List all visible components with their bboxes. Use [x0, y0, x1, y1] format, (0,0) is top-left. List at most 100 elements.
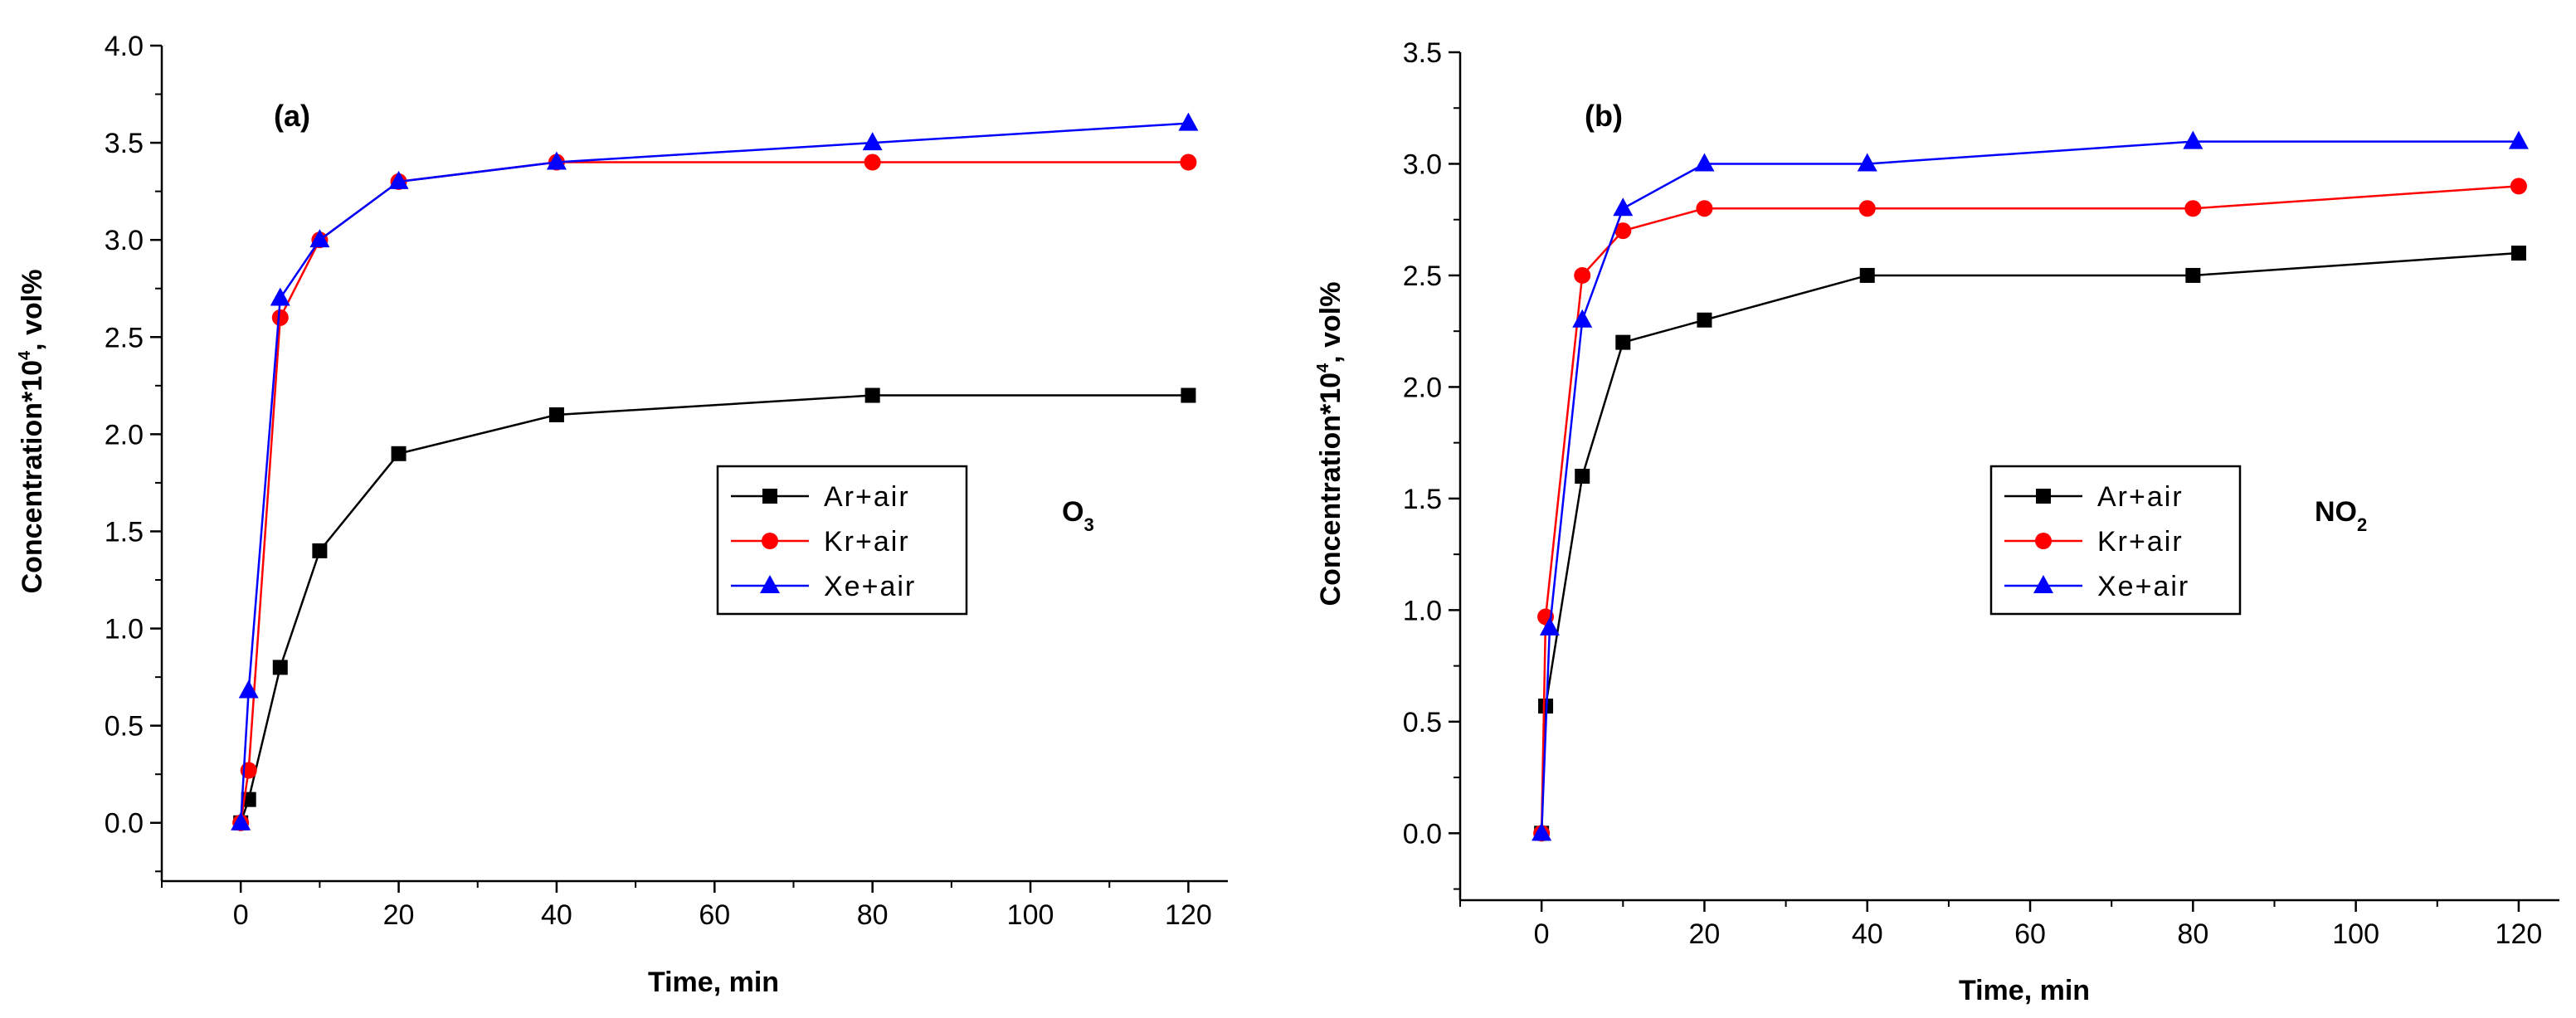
legend: Ar+air Kr+air Xe+air — [1989, 465, 2242, 616]
data-point-triangle — [238, 679, 259, 699]
legend-item: Kr+air — [2004, 526, 2184, 558]
data-point-triangle — [1613, 197, 1634, 217]
legend-label: Ar+air — [824, 481, 910, 513]
data-point-circle — [271, 309, 289, 326]
y-tick-label: 0.0 — [105, 808, 144, 840]
x-tick-label: 60 — [2014, 918, 2046, 950]
chart-panel-b: 0.0 0.5 1.0 1.5 2.0 2.5 3.0 3.5 0 20 40 60 80 100 120 T… — [1314, 37, 2559, 1006]
data-point-circle — [2035, 533, 2052, 549]
x-axis-title: Time, min — [648, 967, 779, 998]
y-axis-title: Concentration*104, vol% — [1314, 282, 1346, 606]
legend-item: Xe+air — [2004, 571, 2189, 602]
data-point-circle — [762, 533, 778, 549]
data-point-triangle — [760, 575, 780, 593]
data-point-triangle — [2183, 130, 2203, 149]
series-ar-air — [233, 387, 1196, 830]
data-point-square — [1181, 387, 1196, 403]
y-tick-label: 2.5 — [105, 322, 144, 353]
legend-label: Xe+air — [824, 571, 916, 602]
species-label: NO2 — [2315, 496, 2367, 535]
y-tick-label: 3.0 — [105, 225, 144, 256]
y-axis-title-exponent: 4 — [16, 350, 34, 360]
x-tick-label: 0 — [233, 899, 249, 931]
data-point-triangle — [2033, 575, 2053, 593]
series-line — [1540, 251, 2520, 834]
y-tick-label: 0.5 — [105, 711, 144, 743]
data-point-square — [1615, 334, 1631, 350]
data-point-triangle — [1531, 822, 1552, 841]
species-formula: O — [1062, 496, 1083, 528]
series-xe-air — [1531, 130, 2529, 841]
data-point-circle — [1696, 200, 1713, 217]
y-axis-title: Concentration*104, vol% — [16, 270, 48, 594]
series-xe-air — [231, 112, 1199, 830]
data-point-circle — [1180, 153, 1197, 171]
y-tick-label: 2.0 — [105, 419, 144, 451]
y-tick-label: 3.0 — [1403, 149, 1442, 180]
y-tick-label: 2.0 — [1403, 372, 1442, 403]
x-tick-label: 120 — [2496, 918, 2543, 950]
data-point-square — [2510, 246, 2526, 261]
y-axis-title-main: Concentration*10 — [1315, 373, 1346, 606]
data-point-triangle — [1178, 112, 1199, 131]
data-point-triangle — [1857, 153, 1877, 172]
data-point-square — [272, 660, 288, 675]
x-tick-label: 80 — [2177, 918, 2208, 950]
data-point-triangle — [388, 170, 409, 189]
x-tick-label: 20 — [383, 899, 415, 931]
data-point-triangle — [862, 132, 883, 151]
data-point-triangle — [1572, 309, 1593, 328]
data-point-triangle — [1539, 616, 1560, 636]
legend-item: Ar+air — [731, 481, 910, 513]
data-point-square — [312, 543, 328, 558]
series-line — [240, 394, 1189, 824]
data-point-triangle — [270, 287, 290, 306]
data-point-square — [391, 446, 407, 461]
data-point-square — [1697, 312, 1712, 328]
data-point-triangle — [309, 229, 330, 248]
y-tick-label: 0.5 — [1403, 707, 1442, 738]
data-point-circle — [2510, 178, 2527, 195]
data-point-square — [2036, 489, 2051, 504]
panel-label: (b) — [1585, 99, 1623, 133]
legend-label: Kr+air — [2097, 526, 2184, 558]
x-tick-label: 40 — [1852, 918, 1883, 950]
series-kr-air — [232, 153, 1197, 831]
legend-item: Xe+air — [731, 571, 916, 602]
species-subscript: 3 — [1083, 514, 1093, 535]
y-tick-label: 0.0 — [1403, 818, 1442, 850]
data-point-triangle — [231, 811, 251, 830]
y-tick-label: 1.5 — [105, 516, 144, 548]
y-axis-title-exponent: 4 — [1314, 363, 1332, 373]
series-line — [1540, 185, 2520, 834]
y-axis-title-main: Concentration*10 — [17, 360, 48, 594]
data-point-circle — [864, 153, 881, 171]
series-line — [239, 122, 1189, 823]
x-axis-title: Time, min — [1959, 975, 2090, 1006]
x-tick-label: 20 — [1689, 918, 1721, 950]
y-tick-label: 4.0 — [105, 31, 144, 62]
data-point-square — [864, 387, 880, 403]
data-point-triangle — [2508, 130, 2529, 149]
y-tick-label: 1.0 — [105, 614, 144, 645]
chart-panel-a: 0.0 0.5 1.0 1.5 2.0 2.5 3.0 3.5 4.0 0 20 40 60 80 100 1… — [16, 31, 1228, 998]
y-axis-title-unit: , vol% — [1315, 282, 1346, 363]
panel-label: (a) — [274, 99, 310, 133]
series-line — [1540, 140, 2519, 834]
legend-label: Xe+air — [2097, 571, 2189, 602]
legend-label: Ar+air — [2097, 481, 2184, 513]
x-tick-label: 40 — [541, 899, 572, 931]
data-point-circle — [2184, 200, 2202, 217]
x-tick-label: 60 — [699, 899, 730, 931]
data-point-square — [2185, 267, 2201, 283]
data-point-circle — [1574, 266, 1591, 284]
y-tick-label: 3.5 — [105, 128, 144, 159]
data-point-square — [548, 407, 564, 422]
data-point-square — [762, 489, 777, 504]
data-point-square — [1859, 267, 1875, 283]
data-point-circle — [1858, 200, 1876, 217]
legend-label: Kr+air — [824, 526, 910, 558]
y-tick-label: 1.5 — [1403, 484, 1442, 515]
y-axis-title-unit: , vol% — [17, 270, 48, 351]
